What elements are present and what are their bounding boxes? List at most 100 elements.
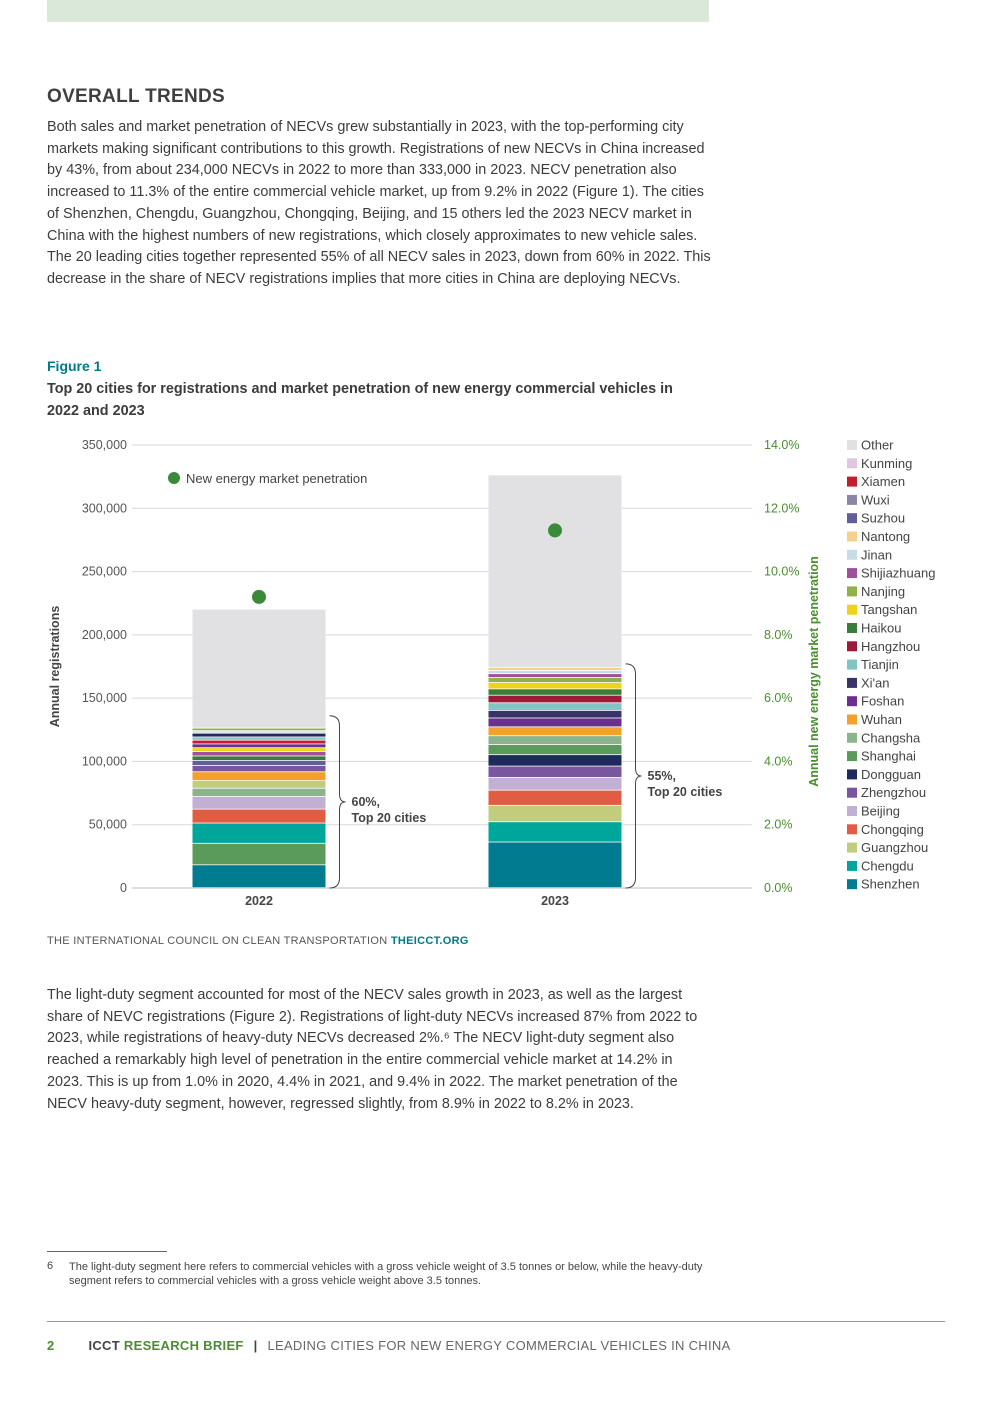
penetration-point xyxy=(252,589,266,604)
x-tick-label: 2023 xyxy=(541,894,569,908)
legend-swatch xyxy=(847,677,857,688)
legend-label: Shenzhen xyxy=(861,877,920,892)
bar-segment xyxy=(192,765,326,772)
page-footer: 2 ICCT RESEARCH BRIEF | LEADING CITIES F… xyxy=(47,1338,731,1353)
legend-label: Shanghai xyxy=(861,749,916,764)
bar-segment xyxy=(488,718,622,727)
y-tick-label: 100,000 xyxy=(82,754,127,768)
bar-segment xyxy=(192,609,326,728)
bar-segment xyxy=(488,744,622,755)
legend-swatch xyxy=(847,879,857,890)
bar-segment xyxy=(192,788,326,797)
legend-swatch xyxy=(847,842,857,853)
bar-segment xyxy=(488,710,622,718)
footer-org: ICCT xyxy=(88,1338,120,1353)
bar-segment xyxy=(192,733,326,737)
legend-label: Zhengzhou xyxy=(861,785,926,800)
legend-swatch xyxy=(847,860,857,871)
legend-swatch xyxy=(847,787,857,798)
y2-tick-label: 8.0% xyxy=(764,628,793,642)
legend-swatch xyxy=(847,458,857,469)
legend-swatch xyxy=(847,751,857,762)
header-band xyxy=(47,0,709,22)
y2-tick-label: 10.0% xyxy=(764,565,799,579)
y2-tick-label: 14.0% xyxy=(764,438,799,452)
legend-label: Other xyxy=(861,438,894,453)
light-duty-paragraph: The light-duty segment accounted for mos… xyxy=(47,987,698,1112)
legend-swatch xyxy=(847,623,857,633)
bar-segment xyxy=(192,737,326,740)
legend-label: Dongguan xyxy=(861,767,921,782)
legend-swatch xyxy=(847,440,857,450)
bar-segment xyxy=(192,751,326,756)
y-tick-label: 300,000 xyxy=(82,501,127,515)
credit-site-link[interactable]: THEICCT.ORG xyxy=(390,935,469,947)
legend-swatch xyxy=(847,531,857,542)
legend-swatch xyxy=(847,824,857,835)
legend-swatch xyxy=(847,714,857,725)
bar-segment xyxy=(488,790,622,805)
bar-segment xyxy=(192,772,326,781)
footnote-number: 6 xyxy=(47,1260,54,1272)
bar-segment xyxy=(488,766,622,778)
bar-segment xyxy=(192,740,326,744)
bar-segment xyxy=(488,674,622,678)
y-tick-label: 350,000 xyxy=(82,438,127,452)
y-tick-label: 0 xyxy=(120,881,127,895)
figure-credit: THE INTERNATIONAL COUNCIL ON CLEAN TRANS… xyxy=(47,935,469,947)
bar-segment xyxy=(488,822,622,842)
bar-segment xyxy=(488,703,622,710)
bar-segment xyxy=(192,796,326,809)
legend-swatch xyxy=(847,586,857,597)
credit-org: THE INTERNATIONAL COUNCIL ON CLEAN TRANS… xyxy=(47,935,388,947)
bar-segment xyxy=(488,682,622,689)
figure-label: Figure 1 xyxy=(47,358,102,374)
bar-segment xyxy=(488,736,622,745)
bar-segment xyxy=(488,677,622,683)
bar-segment xyxy=(488,695,622,703)
bar-segment xyxy=(192,760,326,766)
bar-segment xyxy=(488,689,622,695)
bar-segment xyxy=(192,843,326,865)
legend-label: Xiamen xyxy=(861,474,905,489)
y-tick-label: 150,000 xyxy=(82,691,127,705)
y-tick-label: 250,000 xyxy=(82,565,127,579)
legend-label: Chongqing xyxy=(861,822,924,837)
legend-label: Haikou xyxy=(861,621,901,636)
bar-segment xyxy=(192,728,326,731)
legend-label: Guangzhou xyxy=(861,840,928,855)
x-tick-label: 2022 xyxy=(245,894,273,908)
legend-swatch xyxy=(847,549,857,560)
legend-swatch xyxy=(847,476,857,487)
footer-separator: | xyxy=(253,1338,258,1353)
penetration-point xyxy=(548,523,562,538)
legend-swatch xyxy=(847,659,857,670)
bar-segment xyxy=(192,809,326,823)
footer-divider xyxy=(47,1321,945,1322)
bar-segment xyxy=(488,667,622,671)
y2-tick-label: 2.0% xyxy=(764,818,793,832)
legend-swatch xyxy=(847,806,857,816)
y2-axis-title: Annual new energy market penetration xyxy=(807,556,821,787)
section-heading: OVERALL TRENDS xyxy=(47,86,226,107)
bar-segment xyxy=(488,777,622,790)
y2-tick-label: 0.0% xyxy=(764,881,793,895)
y2-tick-label: 6.0% xyxy=(764,691,793,705)
bar-segment xyxy=(192,756,326,760)
legend-label: Wuxi xyxy=(861,492,890,507)
figure-title: Top 20 cities for registrations and mark… xyxy=(47,381,673,419)
legend-swatch xyxy=(847,513,857,524)
bar-segment xyxy=(192,781,326,788)
penetration-legend-label: New energy market penetration xyxy=(186,471,367,486)
legend-label: Nanjing xyxy=(861,584,905,599)
legend-label: Wuhan xyxy=(861,712,902,727)
registrations-chart: 0 50,000 100,000 150,000 200,000 250,000 300,0… xyxy=(48,438,935,909)
top20-brace xyxy=(329,715,346,889)
bar-segment xyxy=(488,475,622,667)
bar-segment xyxy=(192,744,326,748)
bar-segment xyxy=(488,670,622,674)
legend-swatch xyxy=(847,732,857,743)
legend-swatch xyxy=(847,568,857,579)
bar-segment xyxy=(192,731,326,733)
top20-annotation: Top 20 cities xyxy=(648,785,723,799)
